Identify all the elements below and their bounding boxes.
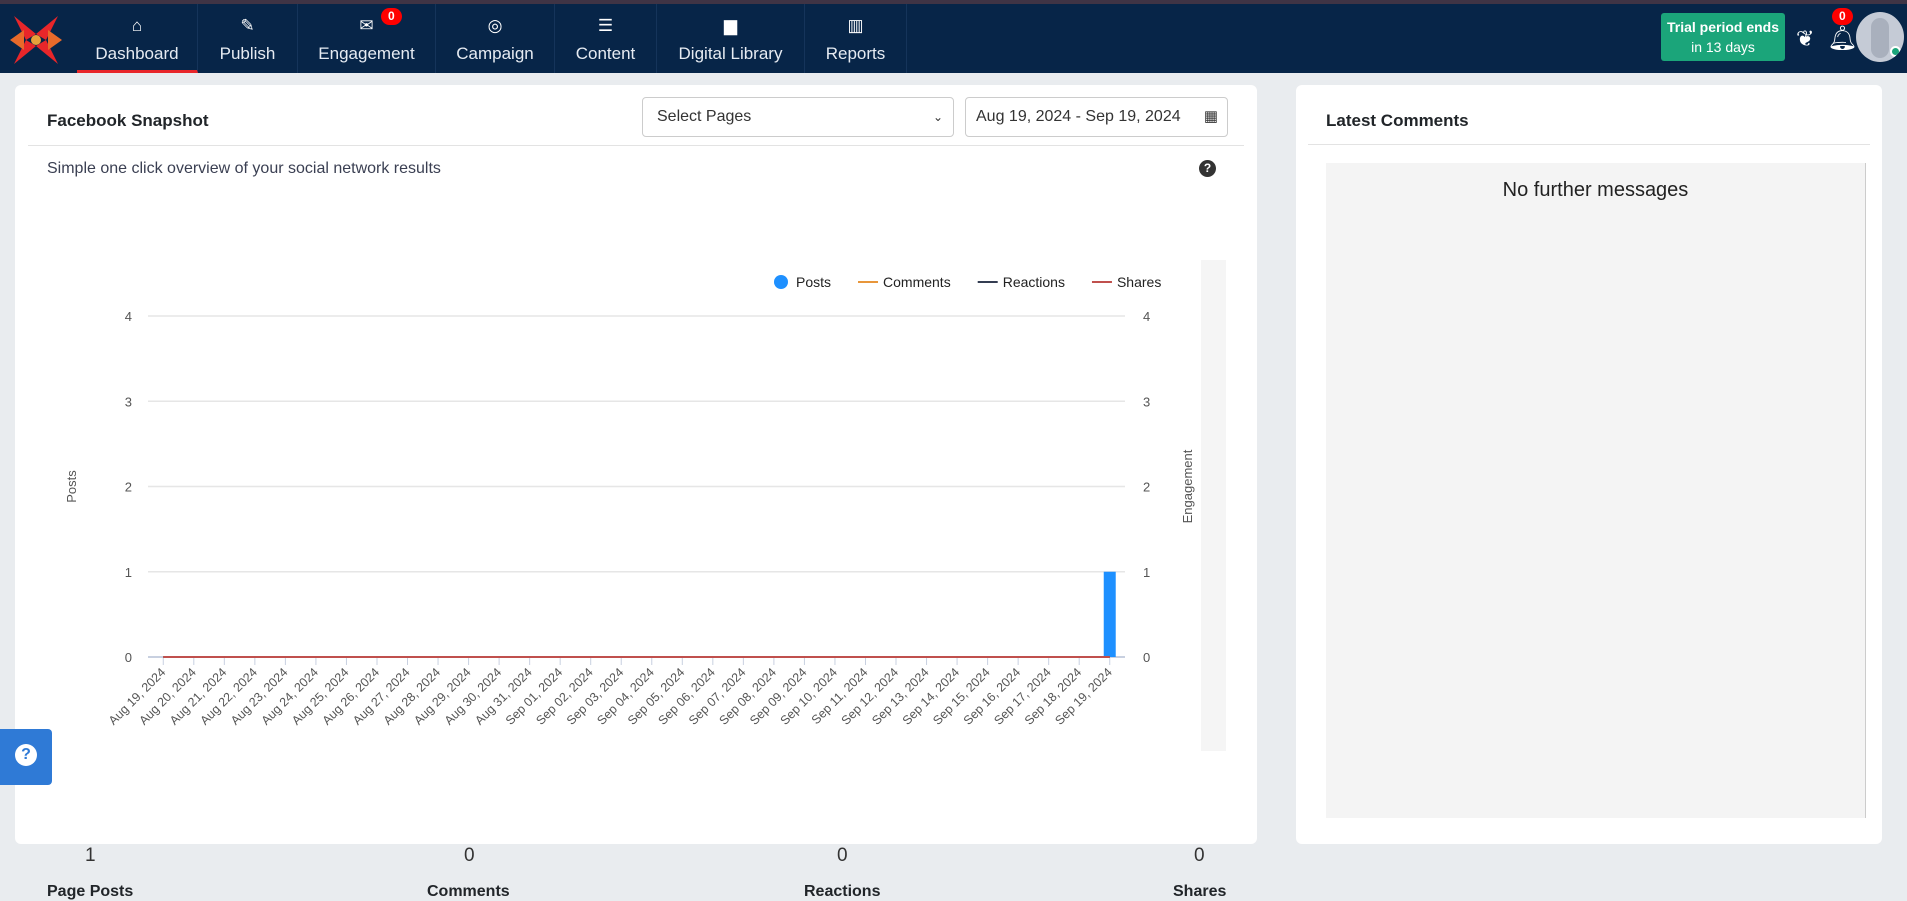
home-icon: ⌂ [131,16,143,35]
nav-label: Digital Library [678,44,783,63]
y2-tick-label: 3 [1143,394,1150,409]
help-icon[interactable]: ? [1199,160,1216,177]
y2-tick-label: 0 [1143,650,1150,665]
select-pages-dropdown[interactable]: Select Pages ⌄ [642,97,954,137]
briefcase-icon: ▆ [723,16,738,35]
nav-label: Publish [219,44,276,63]
y2-tick-label: 1 [1143,565,1150,580]
nav-dashboard[interactable]: ⌂ Dashboard [77,4,198,73]
top-navbar: ⌂ Dashboard ✎ Publish ✉ Engagement 0 ◎ Campa… [0,4,1907,73]
facebook-snapshot-card: Facebook Snapshot Select Pages ⌄ Aug 19, … [15,85,1257,900]
top-border [0,0,1907,4]
nav-label: Reports [825,44,886,63]
y2-tick-label: 4 [1143,309,1150,324]
help-icon: ? [15,744,37,766]
target-icon: ◎ [487,16,503,35]
help-button[interactable]: ? [0,729,52,785]
shares-label: Shares [1173,883,1227,900]
card-title: Facebook Snapshot [47,111,209,130]
edit-icon: ✎ [240,16,255,35]
chevron-down-icon: ⌄ [932,110,943,124]
notification-badge: 0 [1832,8,1853,25]
nav-content[interactable]: ☰ Content [555,4,657,73]
card-title: Latest Comments [1326,111,1469,130]
divider [28,145,1244,146]
y2-axis-title: Engagement [1180,449,1195,523]
online-status-dot [1890,46,1901,57]
y-tick-label: 4 [125,309,132,324]
nav-engagement[interactable]: ✉ Engagement 0 [298,4,436,73]
calendar-icon: ▦ [1203,108,1218,125]
nav-label: Dashboard [95,44,179,63]
snapshot-subtitle: Simple one click overview of your social… [47,160,441,177]
leaf-icon[interactable]: ❦ [1796,26,1815,51]
nav-label: Campaign [456,44,534,63]
envelope-icon: ✉ [359,16,374,35]
select-pages-value: Select Pages [657,108,752,125]
y-tick-label: 0 [125,650,132,665]
date-range-picker[interactable]: Aug 19, 2024 - Sep 19, 2024 ▦ [965,97,1228,137]
nav-campaign[interactable]: ◎ Campaign [436,4,555,73]
bell-icon[interactable]: 🔔︎ [1827,25,1858,52]
app-logo[interactable] [8,12,64,68]
nav-publish[interactable]: ✎ Publish [198,4,298,73]
divider [1308,144,1870,145]
comments-list[interactable]: No further messages [1326,163,1866,818]
comments-label: Comments [427,883,510,900]
list-icon: ☰ [597,16,614,35]
reactions-label: Reactions [804,883,881,900]
legend-label: Comments [883,274,951,290]
trial-badge[interactable]: Trial period ends in 13 days [1661,13,1785,61]
page-posts-label: Page Posts [47,883,134,900]
trial-line1: Trial period ends [1666,19,1780,35]
legend-label: Reactions [1003,274,1065,290]
nav-label: Engagement [318,44,415,63]
nav-digital-library[interactable]: ▆ Digital Library [657,4,805,73]
engagement-badge: 0 [381,8,402,25]
nav-label: Content [575,44,636,63]
legend-marker [774,275,788,289]
legend-label: Posts [796,274,831,290]
bar-chart-icon: ▥ [847,16,864,35]
empty-message: No further messages [1502,179,1689,201]
comments-count: 0 [464,845,475,866]
y-axis-title: Posts [64,470,79,503]
plot-background [46,260,1201,751]
nav-reports[interactable]: ▥ Reports [805,4,907,73]
date-range-value: Aug 19, 2024 - Sep 19, 2024 [976,108,1181,125]
avatar[interactable] [1856,12,1904,62]
latest-comments-card: Latest Comments No further messages [1296,85,1882,844]
y-tick-label: 2 [125,480,132,495]
trial-line2: in 13 days [1691,39,1755,55]
bar-posts [1103,571,1116,657]
page-posts-count: 1 [85,845,96,866]
y2-tick-label: 2 [1143,480,1150,495]
reactions-count: 0 [837,845,848,866]
shares-count: 0 [1194,845,1205,866]
legend-label: Shares [1117,274,1161,290]
y-tick-label: 3 [125,394,132,409]
y-tick-label: 1 [125,565,132,580]
